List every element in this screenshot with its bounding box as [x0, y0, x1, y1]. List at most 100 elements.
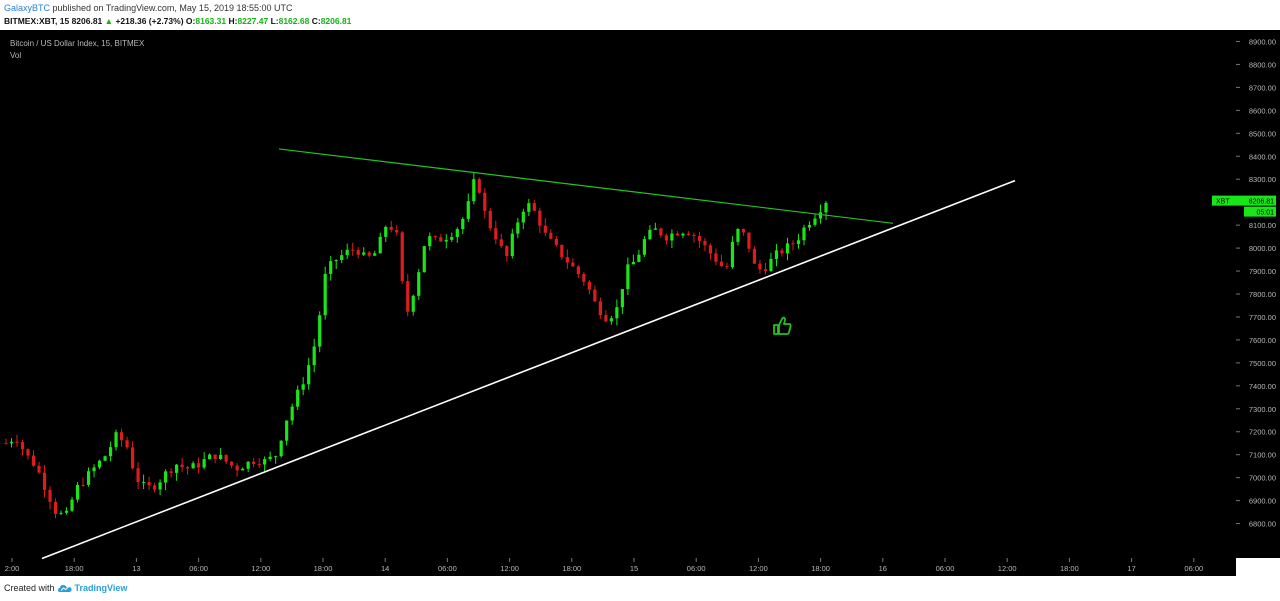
x-tick-label: 18:00 — [1060, 564, 1079, 573]
y-tick-label: 8500.00 — [1249, 129, 1276, 138]
candle-body — [714, 253, 718, 262]
candle-body — [202, 459, 206, 468]
candle-body — [505, 246, 509, 257]
candle-body — [4, 443, 8, 445]
candle-body — [81, 484, 85, 486]
lower-trendline[interactable] — [41, 179, 1016, 560]
time-axis[interactable] — [0, 558, 1236, 576]
candle-body — [351, 249, 355, 251]
candle-body — [725, 266, 729, 268]
candle-body — [598, 301, 602, 316]
candle-body — [648, 229, 652, 240]
candle-body — [444, 239, 448, 242]
published-text: published on TradingView.com, May 15, 20… — [50, 3, 293, 13]
candle-body — [659, 228, 663, 236]
x-tick-label: 12:00 — [749, 564, 768, 573]
candle-body — [697, 235, 702, 241]
candle-body — [235, 465, 239, 471]
candle-body — [301, 384, 305, 390]
candle-body — [780, 250, 784, 254]
low-label: L: — [270, 16, 279, 26]
candle-body — [763, 269, 768, 272]
y-tick-label: 7200.00 — [1249, 428, 1276, 437]
y-tick-label: 8000.00 — [1249, 244, 1276, 253]
candle-body — [774, 250, 779, 259]
candle-body — [323, 273, 327, 316]
tradingview-link[interactable]: TradingView — [74, 583, 128, 593]
candle-body — [582, 274, 586, 282]
price-chart[interactable]: Bitcoin / US Dollar Index, 15, BITMEX Vo… — [0, 30, 1280, 576]
y-tick-label: 7000.00 — [1249, 474, 1276, 483]
upper-trendline[interactable] — [278, 148, 894, 224]
candle-body — [219, 454, 223, 459]
candle-body — [527, 203, 531, 212]
candle-body — [114, 432, 118, 448]
candle-body — [615, 307, 619, 319]
close-value: 8206.81 — [320, 16, 352, 26]
candle-body — [406, 281, 410, 312]
candle-body — [417, 272, 421, 296]
candle-body — [20, 442, 25, 450]
candle-body — [362, 252, 366, 255]
candle-body — [543, 225, 547, 233]
y-tick-label: 7600.00 — [1249, 336, 1276, 345]
candle-body — [483, 192, 487, 211]
candle-body — [75, 484, 80, 500]
candle-body — [477, 179, 481, 193]
candle-body — [268, 456, 272, 460]
candle-body — [318, 315, 322, 347]
x-tick-label: 18:00 — [811, 564, 830, 573]
candle-body — [175, 464, 179, 473]
candle-body — [400, 232, 404, 282]
candle-body — [213, 454, 217, 459]
chart-area[interactable]: Bitcoin / US Dollar Index, 15, BITMEX Vo… — [0, 30, 1280, 576]
candle-body — [796, 240, 801, 245]
candle-body — [103, 456, 107, 461]
candle-body — [631, 261, 635, 265]
candle-body — [279, 440, 283, 457]
candle-body — [664, 235, 669, 241]
candle-body — [373, 253, 377, 256]
candle-body — [516, 222, 520, 234]
candle-body — [560, 244, 564, 258]
created-with-text: Created with — [4, 583, 55, 593]
last-price: 8206.81 — [71, 16, 103, 26]
candle-body — [741, 228, 746, 233]
candle-body — [824, 202, 828, 213]
candle-body — [758, 263, 762, 270]
candle-body — [642, 239, 646, 255]
candle-body — [345, 249, 349, 256]
candle-body — [108, 447, 113, 457]
price-axis[interactable] — [1236, 30, 1280, 558]
candle-body — [252, 461, 256, 464]
x-tick-label: 12:00 — [251, 564, 270, 573]
y-tick-label: 7300.00 — [1249, 405, 1276, 414]
candle-body — [378, 236, 382, 254]
candle-body — [769, 258, 773, 272]
candle-body — [152, 485, 157, 490]
candle-body — [510, 233, 514, 257]
candle-body — [466, 201, 470, 219]
candle-body — [53, 501, 58, 514]
y-tick-label: 7500.00 — [1249, 359, 1276, 368]
candle-body — [785, 243, 790, 254]
candle-body — [246, 461, 250, 469]
x-tick-label: 16 — [879, 564, 887, 573]
candle-body — [141, 482, 146, 484]
candle-body — [208, 454, 212, 460]
candle-body — [92, 467, 96, 472]
candle-body — [494, 228, 498, 240]
candle-body — [367, 252, 371, 256]
candle-body — [130, 447, 135, 469]
publisher-name[interactable]: GalaxyBTC — [4, 3, 51, 13]
last-price-marker — [1212, 195, 1276, 206]
up-arrow-icon: ▲ — [104, 16, 114, 26]
y-tick-label: 8700.00 — [1249, 83, 1276, 92]
candle-body — [186, 467, 190, 469]
candle-body — [257, 463, 261, 465]
candle-body — [576, 266, 580, 275]
candle-body — [290, 406, 294, 421]
candle-body — [158, 482, 162, 490]
candle-body — [136, 468, 140, 483]
countdown-value: 05:01 — [1256, 210, 1274, 217]
